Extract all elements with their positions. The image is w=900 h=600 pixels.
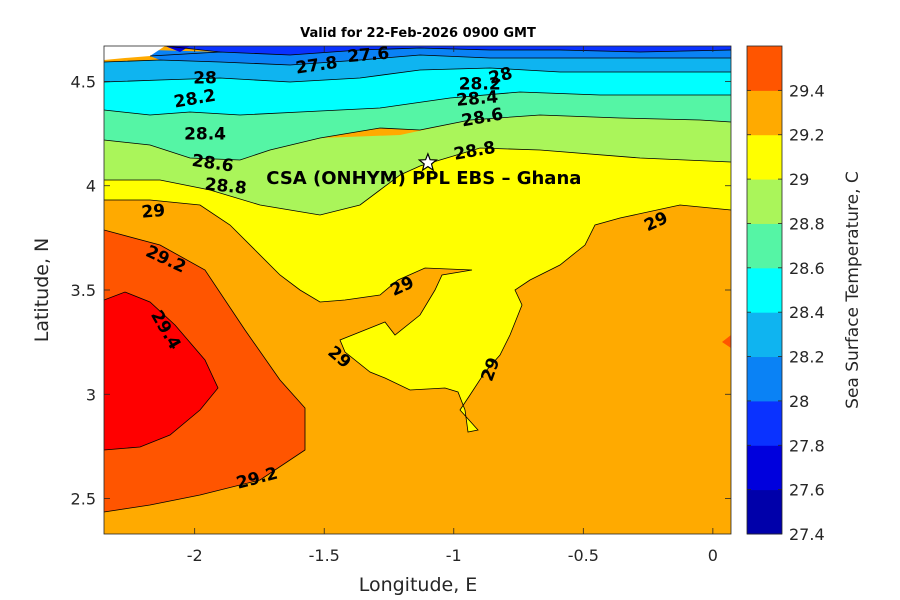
x-tick-label: 0 — [708, 546, 718, 565]
sst-band-29.4 — [104, 292, 218, 450]
y-tick-label: 4 — [86, 177, 96, 196]
x-axis-label: Longitude, E — [359, 574, 478, 596]
colorbar-tick-label: 27.8 — [789, 436, 825, 455]
x-tick-label: -1.5 — [309, 546, 340, 565]
contour-line-28.4 — [104, 91, 731, 116]
contour-line-29.4 — [104, 291, 219, 451]
x-tick-label: -1 — [446, 546, 462, 565]
chart-title: Valid for 22-Feb-2026 0900 GMT — [300, 26, 536, 41]
sst-edge-wedge — [722, 335, 731, 348]
contour-label: 28 — [193, 68, 217, 88]
colorbar-frame — [746, 45, 783, 535]
sst-band-28.8 — [104, 148, 731, 432]
colorbar-segment — [747, 312, 782, 358]
colorbar: 27.4 27.6 27.8 28 28.2 28.4 28.6 28.8 29 29.2 29.4 — [746, 45, 825, 544]
y-axis-label: Latitude, N — [31, 238, 53, 343]
contour-label: 28.4 — [184, 125, 226, 145]
y-tick-label: 3.5 — [71, 281, 96, 300]
sst-band-28.2 — [104, 68, 731, 115]
colorbar-tick-label: 28.8 — [789, 214, 825, 233]
colorbar-segment — [747, 267, 782, 313]
colorbar-tick-label: 29 — [789, 170, 809, 189]
colorbar-segment — [747, 445, 782, 491]
contour-line-28.2 — [104, 67, 731, 83]
contour-line-28.6 — [104, 114, 731, 161]
colorbar-segment — [747, 134, 782, 180]
colorbar-tick-label: 28.2 — [789, 348, 825, 367]
y-tick-label: 3 — [86, 385, 96, 404]
sst-band-27.8 — [150, 48, 731, 65]
sst-band-27.6 — [165, 46, 731, 55]
contour-line-28.0 — [104, 54, 731, 66]
contour-lines — [104, 46, 731, 513]
y-axis: 2.5 3 3.5 4 4.5 — [71, 72, 731, 509]
contour-label: 27.6 — [347, 44, 391, 68]
colorbar-segment — [747, 356, 782, 402]
colorbar-tick-label: 27.4 — [789, 525, 825, 544]
colorbar-tick-label: 29.4 — [789, 81, 825, 100]
y-tick-label: 2.5 — [71, 490, 96, 509]
site-star-icon — [417, 152, 438, 172]
site-label: CSA (ONHYM) PPL EBS – Ghana — [266, 168, 581, 189]
colorbar-segment — [747, 223, 782, 269]
x-tick-label: -0.5 — [568, 546, 599, 565]
colorbar-label: Sea Surface Temperature, C — [843, 171, 863, 409]
contour-label: 28.2 — [459, 75, 501, 95]
contour-label: 28.4 — [455, 87, 499, 111]
x-axis: -2 -1.5 -1 -0.5 0 — [187, 46, 718, 565]
no-data-corner — [104, 46, 165, 60]
contour-line-29.2 — [104, 229, 306, 513]
sst-band-28.0 — [104, 55, 731, 82]
contour-line-27.6 — [164, 46, 221, 53]
colorbar-tick-label: 28 — [789, 392, 809, 411]
sst-band-27.4 — [165, 46, 190, 52]
colorbar-segment — [747, 400, 782, 446]
sst-band-28.4 — [104, 92, 731, 160]
contour-label: 29 — [141, 201, 166, 223]
contour-line-27.8 — [149, 47, 731, 57]
colorbar-segment — [747, 46, 782, 91]
contour-line-29.0 — [104, 199, 731, 433]
colorbar-segment — [747, 90, 782, 136]
colorbar-segment — [747, 179, 782, 224]
colorbar-segment — [747, 489, 782, 535]
plot-area: 27.627.82828.228.22828.428.428.628.628.8… — [104, 44, 731, 534]
colorbar-tick-label: 29.2 — [789, 126, 825, 145]
contour-line-28.8 — [104, 147, 731, 216]
colorbar-tick-label: 28.4 — [789, 303, 825, 322]
colorbar-tick-label: 28.6 — [789, 259, 825, 278]
x-tick-label: -2 — [187, 546, 203, 565]
site-marker-group: CSA (ONHYM) PPL EBS – Ghana — [266, 152, 581, 189]
contour-label: 28.8 — [204, 175, 248, 199]
colorbar-tick-label: 27.6 — [789, 481, 825, 500]
y-tick-label: 4.5 — [71, 72, 96, 91]
